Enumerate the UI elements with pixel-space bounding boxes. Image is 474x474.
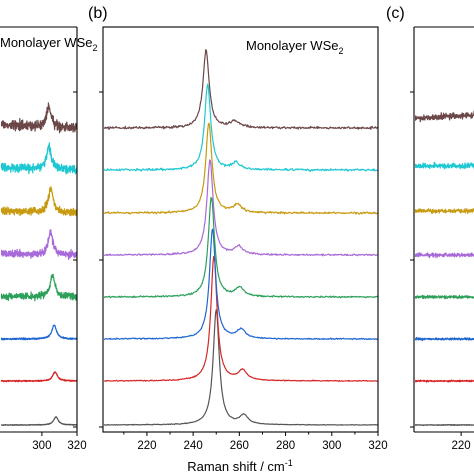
panel-a-series-5 — [1, 229, 77, 261]
panel-b-x-tick-label-320: 320 — [368, 440, 387, 452]
panel-c-series-7 — [415, 161, 474, 170]
panel-b-title: Monolayer WSe2 — [246, 38, 344, 56]
panel-b: 220 240 260 280 300 320 — [99, 26, 388, 452]
panel-b-x-tick-label-300: 300 — [322, 440, 341, 452]
panel-c-series-5 — [415, 252, 474, 259]
panel-a-series-1 — [1, 416, 77, 426]
panel-c-series-1 — [415, 423, 474, 427]
panel-a-x-tick-label-300: 300 — [32, 440, 51, 452]
panel-c: 220 — [410, 26, 474, 452]
panel-a-series-7 — [1, 142, 77, 175]
panel-b-xlabel: Raman shift / cm-1 — [187, 458, 293, 474]
panel-b-frame — [102, 26, 379, 433]
panel-a-series-3 — [1, 324, 77, 341]
panel-b-series-7 — [104, 83, 378, 172]
panel-c-series-2 — [415, 379, 474, 383]
panel-c-series-6 — [415, 208, 474, 215]
panel-b-x-tick-label-280: 280 — [276, 440, 295, 452]
panel-b-series-5 — [104, 159, 378, 257]
panel-b-series-8 — [104, 49, 378, 130]
panel-a-title: Monolayer WSe2 — [0, 35, 98, 53]
panel-b-series-3 — [104, 228, 378, 341]
panel-a: 300 320 — [0, 26, 87, 452]
panel-b-x-tick-label-260: 260 — [230, 440, 249, 452]
panel-b-x-tick-label-220: 220 — [137, 440, 156, 452]
panel-a-series-2 — [1, 371, 77, 383]
panel-a-series-6 — [1, 186, 77, 217]
panel-c-traces — [415, 110, 474, 427]
panel-b-traces — [104, 49, 378, 426]
panel-b-series-6 — [104, 122, 378, 215]
panel-c-x-tick-label-220: 220 — [452, 440, 471, 452]
panel-c-series-8 — [415, 110, 474, 123]
panel-a-x-tick-label-320: 320 — [67, 440, 86, 452]
panel-b-series-2 — [104, 255, 378, 383]
panel-letter-c: (c) — [386, 5, 405, 22]
panel-b-series-1 — [104, 309, 378, 426]
panel-c-series-3 — [415, 336, 474, 342]
panel-b-x-tick-label-240: 240 — [184, 440, 203, 452]
panel-a-series-4 — [1, 273, 77, 302]
panel-a-series-8 — [1, 102, 77, 134]
panel-b-series-4 — [104, 196, 378, 299]
panel-letter-b: (b) — [88, 5, 108, 22]
panel-c-series-4 — [415, 294, 474, 300]
panel-a-traces — [1, 102, 77, 426]
